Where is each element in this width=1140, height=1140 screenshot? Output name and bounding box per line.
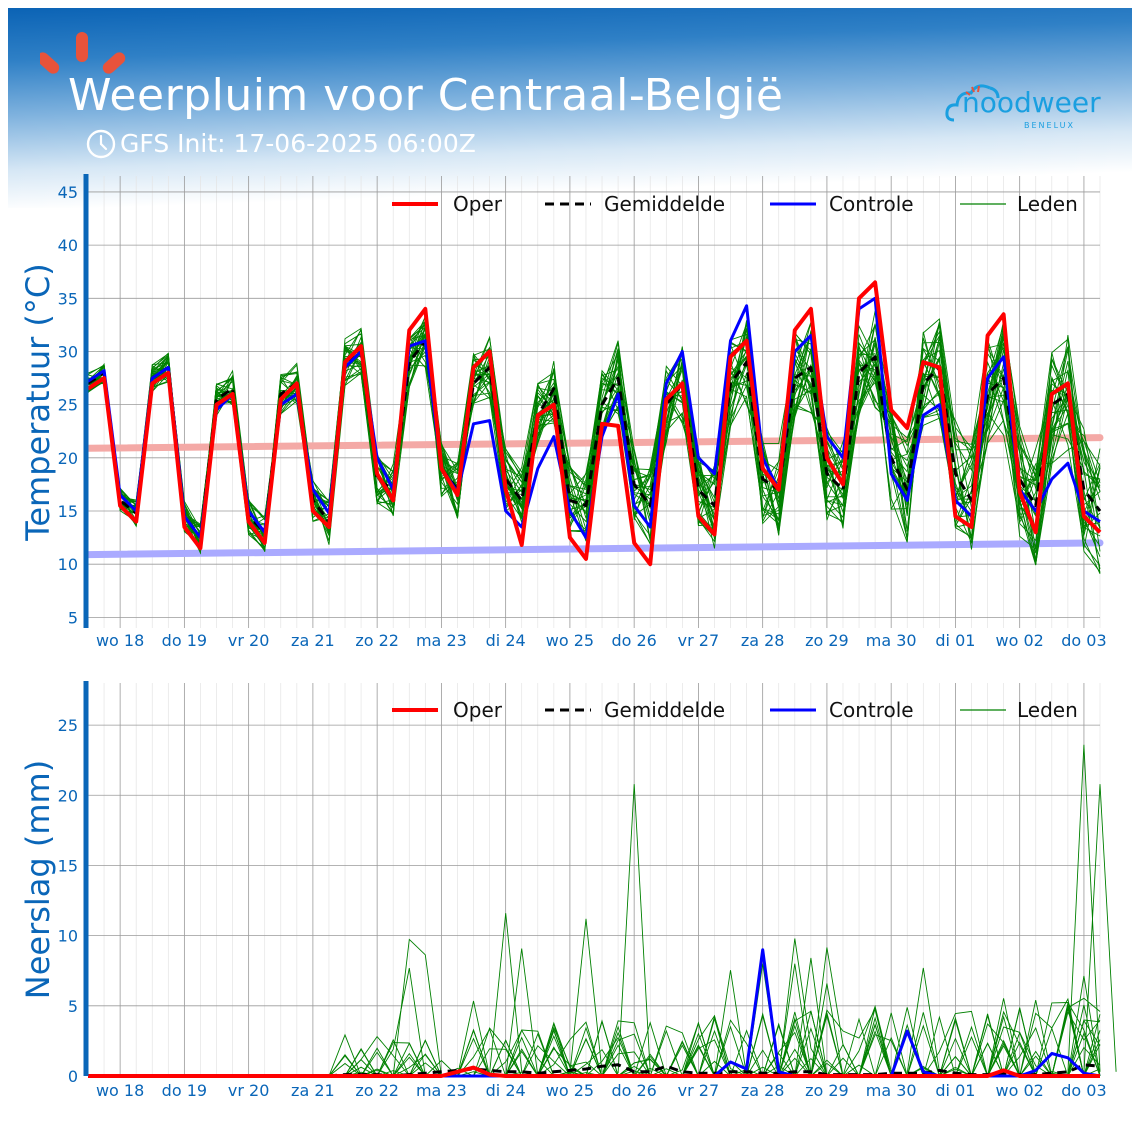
- y-tick-label: 0: [68, 1067, 78, 1086]
- member-line: [87, 316, 1101, 554]
- y-tick-label: 40: [58, 236, 78, 255]
- precipitation-chart: 0 5 10 15 20 25 wo 18 do 19 vr 20 za 21 zo 22 ma 23…: [19, 681, 1117, 1100]
- x-tick-label: za 28: [741, 1081, 785, 1100]
- legend-label-controle: Controle: [829, 192, 914, 216]
- y-tick-label: 20: [58, 449, 78, 468]
- clock-icon: [86, 129, 116, 159]
- x-tick-label: vr 27: [678, 631, 720, 650]
- x-tick-label: di 24: [486, 631, 526, 650]
- member-line: [778, 963, 812, 1074]
- legend-label-controle: Controle: [829, 698, 914, 722]
- x-tick-label: wo 25: [546, 631, 594, 650]
- y-tick-label: 15: [58, 856, 78, 875]
- x-tick-label: wo 02: [996, 631, 1044, 650]
- x-tick-label: zo 22: [355, 631, 399, 650]
- x-tick-label: za 21: [291, 1081, 335, 1100]
- x-tick-label: za 28: [741, 631, 785, 650]
- y-tick-label: 35: [58, 289, 78, 308]
- x-tick-label: zo 29: [805, 631, 849, 650]
- x-tick-label: wo 02: [996, 1081, 1044, 1100]
- brand-subtitle: BENELUX: [1024, 121, 1075, 130]
- member-line: [88, 1000, 1101, 1077]
- series-line-oper: [88, 1065, 1100, 1078]
- temperature-chart: 5 10 15 20 25 30 35 40 45 wo 18 do 19 vr 20 za 21 zo …: [19, 174, 1107, 650]
- member-line: [906, 967, 940, 1074]
- y-tick-label: 5: [68, 608, 78, 627]
- y-tick-label: 10: [58, 555, 78, 574]
- x-tick-label: za 21: [291, 631, 335, 650]
- sunburst-logo-icon: [40, 32, 126, 74]
- header-banner: [8, 8, 1132, 208]
- member-line: [1083, 784, 1117, 1074]
- x-tick-label: vr 27: [678, 1081, 720, 1100]
- x-tick-label: di 01: [935, 631, 975, 650]
- x-tick-label: do 19: [162, 1081, 207, 1100]
- y-tick-label: 30: [58, 342, 78, 361]
- x-tick-label: wo 25: [546, 1081, 594, 1100]
- x-tick-label: zo 29: [805, 1081, 849, 1100]
- x-tick-label: do 19: [162, 631, 207, 650]
- member-line: [489, 913, 523, 1074]
- y-tick-label: 10: [58, 927, 78, 946]
- legend-label-leden: Leden: [1017, 698, 1078, 722]
- y-tick-label: 15: [58, 502, 78, 521]
- x-tick-label: do 26: [611, 1081, 656, 1100]
- x-tick-label: do 26: [611, 631, 656, 650]
- x-tick-label: zo 22: [355, 1081, 399, 1100]
- member-line: [88, 970, 1101, 1078]
- x-tick-label: di 24: [486, 1081, 526, 1100]
- member-line: [88, 998, 1101, 1078]
- x-tick-label: wo 18: [96, 1081, 144, 1100]
- legend-label-oper: Oper: [453, 192, 503, 216]
- member-line: [1067, 744, 1101, 1074]
- member-line: [569, 918, 603, 1074]
- y-tick-label: 5: [68, 997, 78, 1016]
- member-line: [88, 997, 1100, 1078]
- y-axis-label: Temperatuur (°C): [19, 263, 57, 541]
- series-line-gemiddelde: [87, 339, 1102, 540]
- x-tick-label: di 01: [935, 1081, 975, 1100]
- y-tick-label: 25: [58, 716, 78, 735]
- y-tick-label: 25: [58, 396, 78, 415]
- x-tick-label: do 03: [1061, 631, 1106, 650]
- legend-label-oper: Oper: [453, 698, 503, 722]
- member-line: [88, 968, 1101, 1077]
- y-tick-label: 20: [58, 786, 78, 805]
- series-line-oper: [86, 280, 1102, 567]
- x-tick-label: ma 23: [416, 1081, 467, 1100]
- legend-label-gemiddelde: Gemiddelde: [604, 192, 725, 216]
- x-tick-label: ma 23: [416, 631, 467, 650]
- brand-name: noodweer: [962, 86, 1101, 119]
- x-tick-label: do 03: [1061, 1081, 1106, 1100]
- x-tick-label: vr 20: [228, 1081, 270, 1100]
- init-time-subtitle: GFS Init: 17-06-2025 06:00Z: [120, 129, 476, 158]
- member-line: [617, 784, 651, 1074]
- climate-min-line: [84, 539, 1104, 559]
- x-tick-label: ma 30: [866, 631, 917, 650]
- member-line: [88, 997, 1101, 1077]
- page-title: Weerpluim voor Centraal-België: [68, 70, 784, 121]
- x-tick-label: ma 30: [866, 1081, 917, 1100]
- cloud-logo-icon: [945, 84, 1000, 122]
- y-axis-label: Neerslag (mm): [19, 760, 57, 999]
- y-tick-label: 45: [58, 183, 78, 202]
- legend-label-leden: Leden: [1017, 192, 1078, 216]
- x-tick-label: vr 20: [228, 631, 270, 650]
- legend-label-gemiddelde: Gemiddelde: [604, 698, 725, 722]
- x-tick-label: wo 18: [96, 631, 144, 650]
